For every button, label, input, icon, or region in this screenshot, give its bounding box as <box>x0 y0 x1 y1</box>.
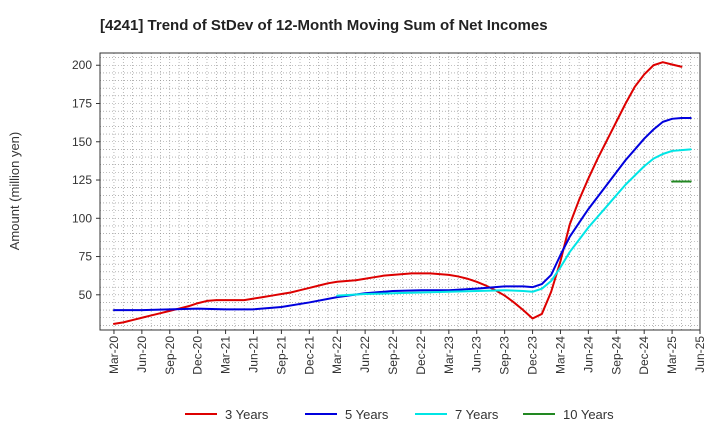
y-tick-label: 175 <box>72 97 92 111</box>
x-tick-label: Jun-23 <box>470 336 484 373</box>
x-tick-label: Mar-24 <box>553 336 567 374</box>
x-tick-label: Mar-20 <box>107 336 121 374</box>
x-tick-label: Jun-24 <box>581 336 595 373</box>
legend-item: 7 Years <box>415 407 499 422</box>
x-tick-label: Mar-23 <box>442 336 456 374</box>
series-line-7-years <box>336 148 692 297</box>
y-tick-label: 200 <box>72 58 92 72</box>
x-tick-label: Dec-22 <box>414 336 428 375</box>
x-tick-label: Jun-25 <box>693 336 707 373</box>
x-tick-label: Sep-20 <box>163 336 177 375</box>
legend-label: 5 Years <box>345 407 389 422</box>
x-tick-label: Jun-21 <box>246 336 260 373</box>
x-tick-label: Mar-22 <box>330 336 344 374</box>
x-tick-label: Dec-21 <box>302 336 316 375</box>
x-tick-label: Dec-23 <box>526 336 540 375</box>
y-tick-label: 150 <box>72 135 92 149</box>
y-tick-label: 100 <box>72 211 92 225</box>
series-group <box>112 61 692 325</box>
legend-item: 10 Years <box>523 407 614 422</box>
x-tick-label: Dec-24 <box>637 336 651 375</box>
x-tick-label: Jun-20 <box>135 336 149 373</box>
grid <box>100 53 701 330</box>
y-tick-label: 75 <box>79 250 93 264</box>
series-line-5-years <box>112 117 692 312</box>
x-tick-label: Dec-20 <box>191 336 205 375</box>
legend-item: 3 Years <box>185 407 269 422</box>
x-tick-label: Sep-23 <box>498 336 512 375</box>
x-tick-label: Sep-21 <box>274 336 288 375</box>
y-axis-label: Amount (million yen) <box>7 132 22 251</box>
x-tick-label: Jun-22 <box>358 336 372 373</box>
y-tick-label: 50 <box>79 288 93 302</box>
legend-item: 5 Years <box>305 407 389 422</box>
series-line-3-years <box>112 61 683 325</box>
plot-frame <box>99 52 701 331</box>
x-axis: Mar-20 Jun-20 Sep-20 Dec-20 Mar-21 Jun-21 Sep-… <box>107 330 707 375</box>
legend-label: 7 Years <box>455 407 499 422</box>
y-axis: 50 75 100 125 150 175 200 <box>72 58 100 302</box>
x-tick-label: Mar-25 <box>665 336 679 374</box>
legend: 3 Years 5 Years 7 Years 10 Years <box>185 407 614 422</box>
chart-title: [4241] Trend of StDev of 12-Month Moving… <box>100 17 548 34</box>
legend-label: 3 Years <box>225 407 269 422</box>
x-tick-label: Mar-21 <box>219 336 233 374</box>
y-tick-label: 125 <box>72 173 92 187</box>
x-tick-label: Sep-24 <box>609 336 623 375</box>
legend-label: 10 Years <box>563 407 614 422</box>
x-tick-label: Sep-22 <box>386 336 400 375</box>
